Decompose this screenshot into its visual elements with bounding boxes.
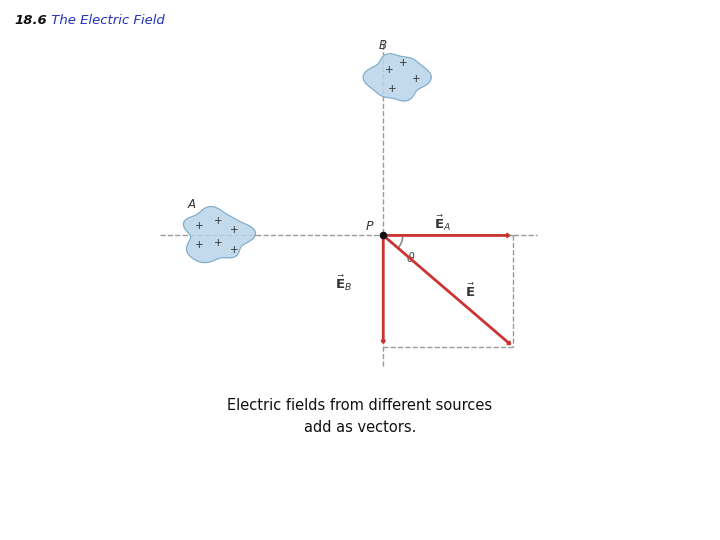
Text: A: A xyxy=(188,198,196,211)
Text: +: + xyxy=(413,74,421,84)
Text: add as vectors.: add as vectors. xyxy=(304,420,416,435)
Text: +: + xyxy=(195,221,204,231)
Text: +: + xyxy=(400,58,408,69)
Text: +: + xyxy=(230,225,239,235)
Polygon shape xyxy=(363,53,431,101)
Text: 18.6: 18.6 xyxy=(14,14,47,26)
Text: +: + xyxy=(213,215,222,226)
Text: +: + xyxy=(195,240,204,249)
Text: +: + xyxy=(384,65,393,75)
Text: $\vartheta$: $\vartheta$ xyxy=(407,251,416,265)
Text: +: + xyxy=(230,245,239,255)
Text: $\vec{\mathbf{E}}$: $\vec{\mathbf{E}}$ xyxy=(465,282,475,300)
Text: Electric fields from different sources: Electric fields from different sources xyxy=(228,398,492,413)
Text: $\vec{\mathbf{E}}_B$: $\vec{\mathbf{E}}_B$ xyxy=(335,274,352,293)
Polygon shape xyxy=(184,207,256,262)
Text: The Electric Field: The Electric Field xyxy=(47,14,165,26)
Text: +: + xyxy=(213,238,222,248)
Text: +: + xyxy=(388,84,397,93)
Text: $P$: $P$ xyxy=(364,220,374,233)
Text: $\vec{\mathbf{E}}_A$: $\vec{\mathbf{E}}_A$ xyxy=(434,213,451,233)
Text: B: B xyxy=(379,39,387,52)
